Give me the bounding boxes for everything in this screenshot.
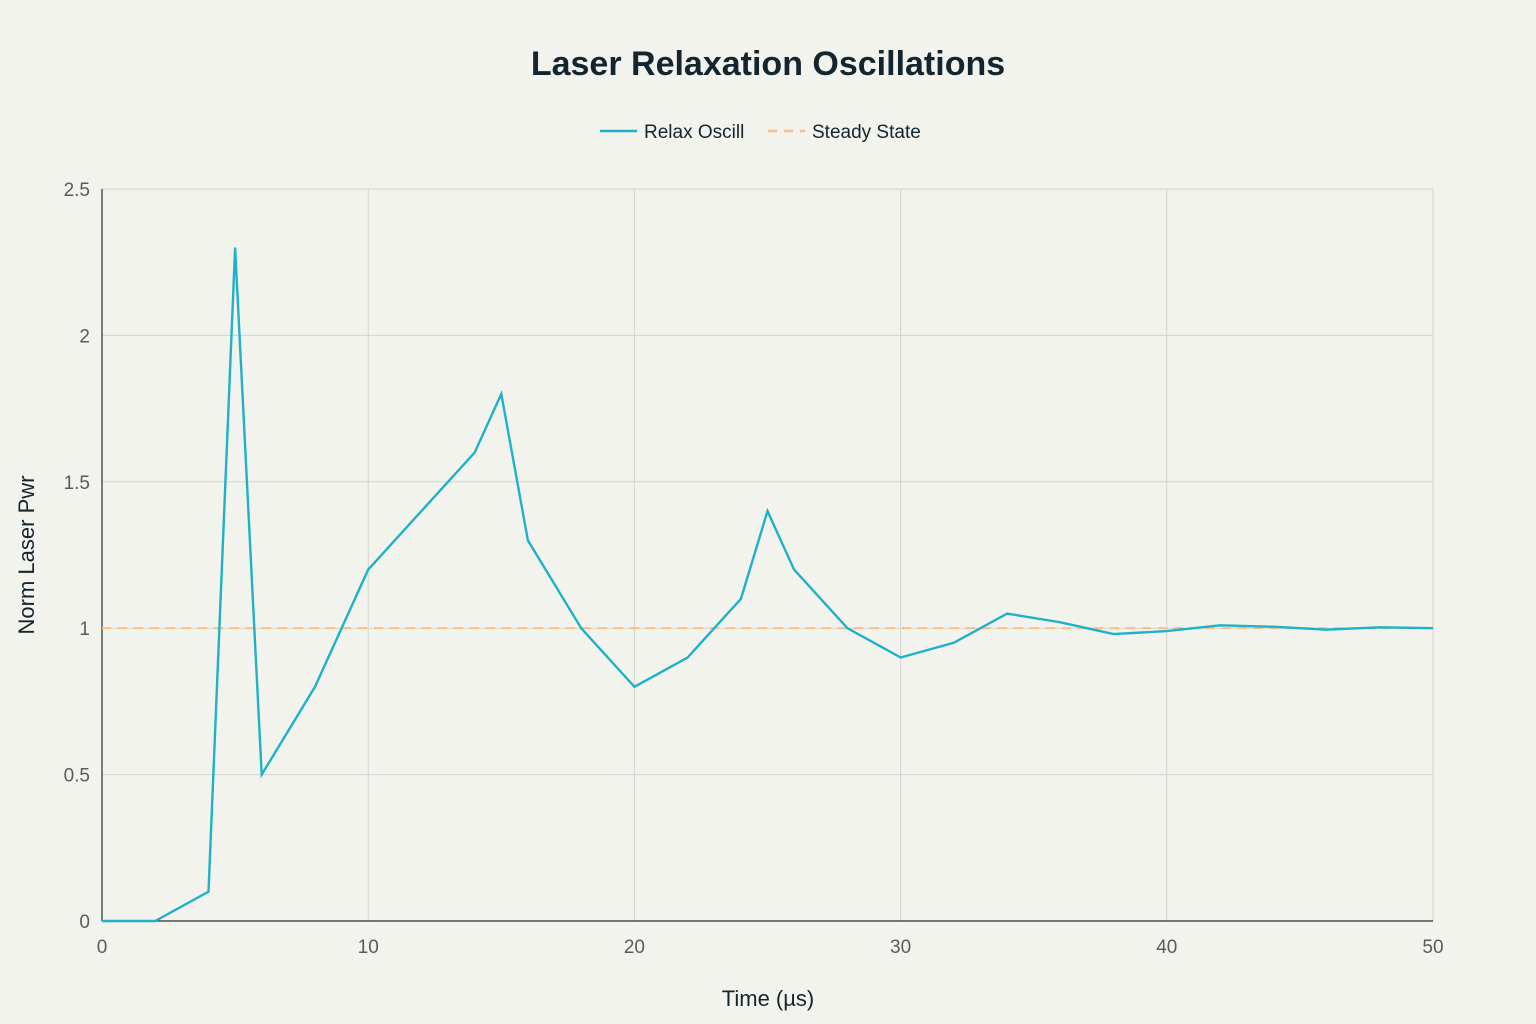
- x-tick-label: 20: [624, 937, 645, 958]
- tick-labels: 0 10 20 30 40 50 0 0.5 1 1.5 2 2.5: [64, 180, 1444, 958]
- legend: Relax Oscill Steady State: [600, 122, 921, 143]
- chart-title: Laser Relaxation Oscillations: [531, 45, 1005, 83]
- x-axis-label: Time (µs): [722, 986, 815, 1011]
- y-tick-label: 0.5: [64, 766, 90, 787]
- series-group: [102, 247, 1434, 923]
- series-line-relax-oscill: [102, 247, 1434, 923]
- x-tick-label: 50: [1422, 937, 1443, 958]
- x-tick-label: 0: [97, 937, 108, 958]
- y-tick-label: 0: [79, 912, 90, 933]
- y-tick-label: 2.5: [64, 180, 90, 201]
- y-tick-label: 1.5: [64, 473, 90, 494]
- legend-label: Relax Oscill: [644, 122, 744, 143]
- y-tick-label: 2: [79, 326, 90, 347]
- x-tick-label: 30: [890, 937, 911, 958]
- x-tick-label: 10: [358, 937, 379, 958]
- axes: [101, 189, 1433, 922]
- y-axis-label: Norm Laser Pwr: [14, 476, 39, 635]
- legend-label: Steady State: [812, 122, 921, 143]
- y-tick-label: 1: [79, 619, 90, 640]
- grid: [102, 188, 1434, 921]
- x-tick-label: 40: [1156, 937, 1177, 958]
